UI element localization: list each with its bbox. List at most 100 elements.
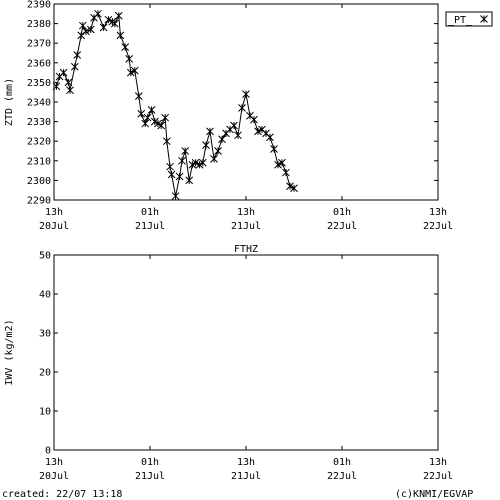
data-point bbox=[202, 141, 210, 149]
chart-title: FTHZ bbox=[234, 244, 258, 255]
data-point bbox=[110, 19, 119, 28]
x-tick-date: 22Jul bbox=[327, 221, 357, 232]
data-point bbox=[210, 154, 218, 163]
data-point bbox=[104, 15, 113, 24]
x-tick-date: 22Jul bbox=[423, 471, 453, 482]
y-tick-label: 2330 bbox=[27, 117, 51, 128]
data-point bbox=[64, 78, 73, 87]
data-point bbox=[66, 86, 74, 95]
data-point bbox=[130, 66, 139, 75]
data-point bbox=[181, 147, 190, 155]
y-axis-label: ZTD (mm) bbox=[4, 78, 15, 126]
y-tick-label: 30 bbox=[39, 329, 51, 340]
data-point bbox=[286, 182, 294, 191]
data-point bbox=[191, 158, 200, 167]
data-point bbox=[206, 127, 214, 136]
y-tick-label: 50 bbox=[39, 251, 51, 262]
data-point bbox=[137, 109, 146, 118]
x-tick-hour: 13h bbox=[237, 457, 255, 468]
data-point bbox=[242, 90, 250, 99]
x-tick-date: 21Jul bbox=[135, 221, 165, 232]
y-tick-label: 20 bbox=[39, 368, 51, 379]
data-point bbox=[162, 137, 171, 146]
x-tick-hour: 01h bbox=[141, 457, 159, 468]
series-line bbox=[55, 12, 295, 197]
data-point bbox=[52, 82, 61, 91]
x-tick-date: 20Jul bbox=[39, 471, 69, 482]
y-tick-label: 2350 bbox=[27, 78, 51, 89]
data-point bbox=[166, 162, 174, 171]
plot-frame bbox=[53, 254, 439, 451]
x-tick-hour: 01h bbox=[141, 207, 159, 218]
data-point bbox=[218, 135, 226, 144]
legend-label: _PT_ bbox=[448, 15, 473, 26]
data-point bbox=[59, 68, 68, 77]
y-tick-label: 10 bbox=[39, 407, 51, 418]
data-point bbox=[198, 158, 207, 167]
ztd-panel: 2290 2300 2310 2320 2330 2340 2350 2360 2370 2380… bbox=[4, 0, 493, 232]
data-point bbox=[126, 68, 135, 77]
data-point bbox=[175, 172, 184, 181]
y-tick-label: 2300 bbox=[27, 176, 51, 187]
x-tick-hour: 13h bbox=[237, 207, 255, 218]
data-point bbox=[234, 131, 242, 140]
data-point bbox=[167, 170, 176, 179]
y-tick-label: 0 bbox=[45, 446, 51, 457]
data-point bbox=[77, 31, 86, 40]
x-tick-date: 21Jul bbox=[231, 221, 261, 232]
x-tick-hour: 13h bbox=[429, 457, 447, 468]
data-point bbox=[116, 31, 125, 40]
x-tick-date: 21Jul bbox=[135, 471, 165, 482]
data-point bbox=[147, 105, 156, 114]
data-point bbox=[250, 115, 258, 124]
data-point bbox=[185, 176, 194, 185]
data-point bbox=[125, 55, 134, 63]
y-tick-label: 2390 bbox=[27, 0, 51, 11]
created-timestamp: created: 22/07 13:18 bbox=[2, 489, 122, 500]
x-tick-hour: 01h bbox=[333, 207, 351, 218]
legend-marker bbox=[480, 15, 488, 23]
data-point bbox=[266, 133, 274, 142]
y-tick-label: 2310 bbox=[27, 156, 51, 167]
x-tick-date: 20Jul bbox=[39, 221, 69, 232]
data-point bbox=[99, 23, 108, 32]
iwv-panel: 0 10 20 30 40 50 13h 20Jul 01h 21Jul 13h 21Jul 01h 22… bbox=[4, 244, 453, 482]
y-tick-label: 2380 bbox=[27, 19, 51, 30]
data-point bbox=[94, 9, 102, 18]
y-tick-label: 2340 bbox=[27, 98, 51, 109]
data-point bbox=[73, 51, 82, 59]
data-point bbox=[238, 104, 246, 112]
data-point bbox=[121, 43, 130, 51]
plot-frame bbox=[53, 3, 439, 201]
data-point bbox=[157, 121, 166, 130]
data-point bbox=[114, 11, 123, 20]
data-point bbox=[214, 147, 222, 155]
data-point bbox=[141, 119, 150, 128]
y-tick-label: 2320 bbox=[27, 137, 51, 148]
data-point bbox=[178, 156, 186, 165]
x-tick-hour: 13h bbox=[429, 207, 447, 218]
data-point bbox=[143, 113, 152, 122]
data-point bbox=[171, 192, 180, 200]
data-point bbox=[134, 92, 143, 100]
data-point bbox=[70, 62, 79, 71]
data-point bbox=[278, 158, 286, 167]
data-point bbox=[274, 160, 282, 169]
y-tick-label: 2360 bbox=[27, 58, 51, 69]
data-point bbox=[82, 27, 90, 36]
x-tick-date: 22Jul bbox=[423, 221, 453, 232]
data-point bbox=[161, 113, 170, 122]
y-tick-label: 2370 bbox=[27, 39, 51, 50]
x-tick-hour: 01h bbox=[333, 457, 351, 468]
copyright-credit: (c)KNMI/EGVAP bbox=[395, 489, 473, 500]
data-point bbox=[270, 145, 278, 153]
data-point bbox=[86, 25, 95, 34]
data-point bbox=[254, 127, 262, 136]
data-point bbox=[230, 121, 238, 130]
y-tick-label: 2290 bbox=[27, 196, 51, 207]
x-tick-date: 22Jul bbox=[327, 471, 357, 482]
x-tick-hour: 13h bbox=[45, 207, 63, 218]
y-axis-label: IWV (kg/m2) bbox=[4, 319, 15, 385]
y-tick-label: 40 bbox=[39, 290, 51, 301]
